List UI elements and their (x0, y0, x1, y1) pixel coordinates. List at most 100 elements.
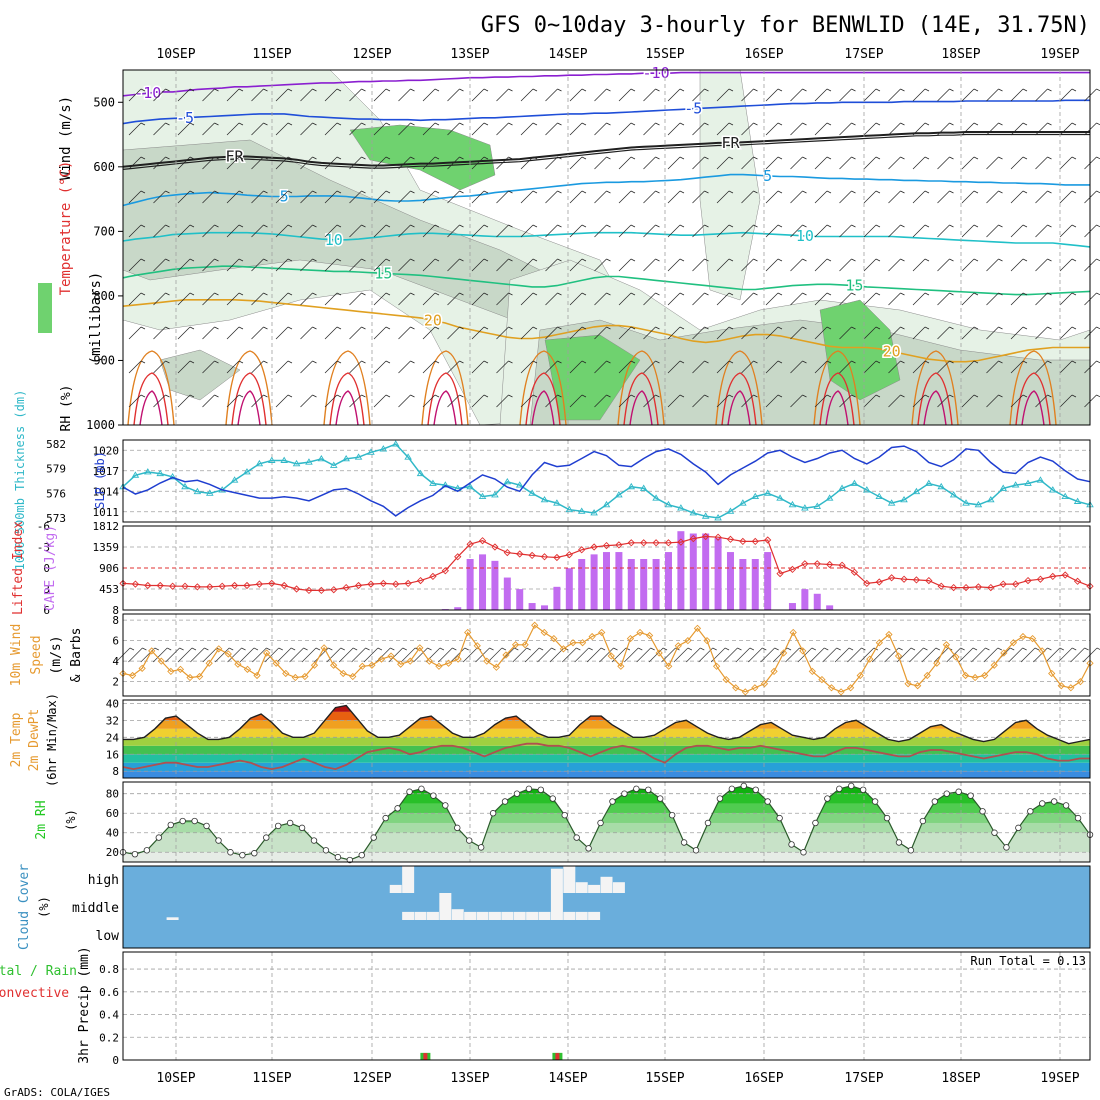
isotherm-FR (122, 131, 1090, 168)
wind-barb (349, 292, 362, 306)
wind-barb (1035, 88, 1048, 102)
isotherm-20 (122, 298, 1090, 363)
surface-wind-barb (291, 647, 296, 651)
wind-speed-marker (904, 680, 912, 688)
wind-barb (802, 156, 807, 160)
surface-wind-barb (338, 647, 354, 663)
thickness-marker (391, 440, 400, 447)
lifted-index-marker (751, 537, 759, 546)
wind-barb (594, 292, 607, 306)
wind-barb (679, 88, 685, 92)
wind-barb (973, 156, 979, 160)
wind-barb (1071, 122, 1077, 126)
surface-wind-barb (997, 647, 1002, 651)
wind-barb (1022, 258, 1028, 262)
wind-barb (153, 292, 166, 306)
wind-barb (287, 360, 293, 364)
surface-wind-barb (871, 647, 887, 663)
isotherm-label: FR (721, 134, 740, 152)
wind-barb (520, 156, 534, 170)
wind-speed-marker (971, 673, 979, 682)
wind-barb (336, 326, 342, 330)
wind-speed-marker (923, 671, 931, 680)
rh-marker (382, 814, 389, 822)
wind-barb (961, 258, 975, 272)
wind-barb (1096, 326, 1100, 330)
wind-barb (765, 326, 779, 340)
wind-barb (704, 360, 709, 364)
cape-panel-frame (122, 525, 1091, 611)
lifted-index-marker (292, 585, 301, 593)
wind-barb (263, 190, 268, 194)
thickness-tick-label: 573 (46, 512, 66, 525)
surface-wind-barb (152, 647, 168, 663)
rh-marker (645, 786, 652, 794)
wind-speed-marker (942, 641, 951, 649)
wind-speed-marker (464, 628, 472, 637)
wind-barb (128, 292, 142, 306)
wind-barb (373, 88, 387, 102)
cape-tick-label: 1359 (93, 541, 120, 554)
wind-barb (459, 292, 464, 296)
rh-marker (286, 819, 294, 827)
wind-barb (569, 190, 583, 204)
wind-barb (434, 360, 440, 364)
rh-marker (513, 790, 521, 797)
wind-barb (263, 122, 268, 126)
wind-barb (777, 360, 783, 364)
wind-barb (140, 360, 146, 364)
wind-barb (165, 122, 170, 126)
wind-barb (226, 224, 240, 238)
cape-bar (702, 533, 710, 610)
wind-barb (202, 292, 215, 306)
wind-barb (128, 156, 142, 170)
wind-barb (1096, 360, 1100, 364)
wind-barb (140, 224, 146, 228)
lifted-index-marker (652, 539, 660, 547)
wind-barb (594, 258, 607, 272)
lifted-index-marker (962, 583, 970, 592)
wind-speed-marker (789, 628, 797, 637)
wind-barb (312, 360, 317, 364)
cape-bar (528, 603, 536, 610)
wind-speed-marker (320, 644, 328, 652)
wind-barb (851, 394, 856, 398)
wind-barb (630, 292, 636, 296)
rh-marker (728, 785, 736, 793)
wind-barb (998, 292, 1003, 296)
cape-bar (479, 554, 487, 610)
wind-barb (1047, 360, 1052, 364)
wind-barb (912, 88, 926, 102)
slp-tick-label: 1020 (93, 444, 120, 457)
cape-tick-label: 1812 (93, 520, 120, 533)
wind-barb (263, 292, 268, 296)
surface-wind-barb (301, 647, 317, 663)
wind-speed-marker (741, 688, 749, 696)
temp-tick-label: 40 (106, 697, 119, 710)
cape-bar (801, 589, 809, 610)
wind-barb (606, 122, 611, 126)
wind-barb (606, 360, 611, 364)
wind-barb (986, 190, 999, 204)
wind-barb (385, 156, 391, 160)
wind-barb (606, 394, 611, 398)
wind-barb (214, 224, 219, 228)
lifted-index-marker (441, 567, 449, 575)
wind-barb (447, 394, 460, 408)
lifted-index-marker (788, 565, 797, 574)
wind-barb (998, 224, 1003, 228)
wind-speed-marker (521, 641, 529, 649)
thickness-marker (1049, 486, 1057, 493)
thickness-marker (987, 495, 995, 503)
wind-barb (238, 122, 244, 126)
lifted-index-marker (590, 543, 598, 551)
wind-speed-marker (732, 684, 740, 692)
wind-barb (483, 292, 489, 296)
isotherm-low (1009, 350, 1057, 426)
wind-barb (692, 292, 705, 306)
surface-wind-barb (762, 647, 767, 651)
wind-barb (398, 156, 411, 170)
wind-speed-marker (636, 628, 644, 637)
wind-barb (434, 190, 440, 194)
lifted-index-marker (900, 575, 908, 583)
